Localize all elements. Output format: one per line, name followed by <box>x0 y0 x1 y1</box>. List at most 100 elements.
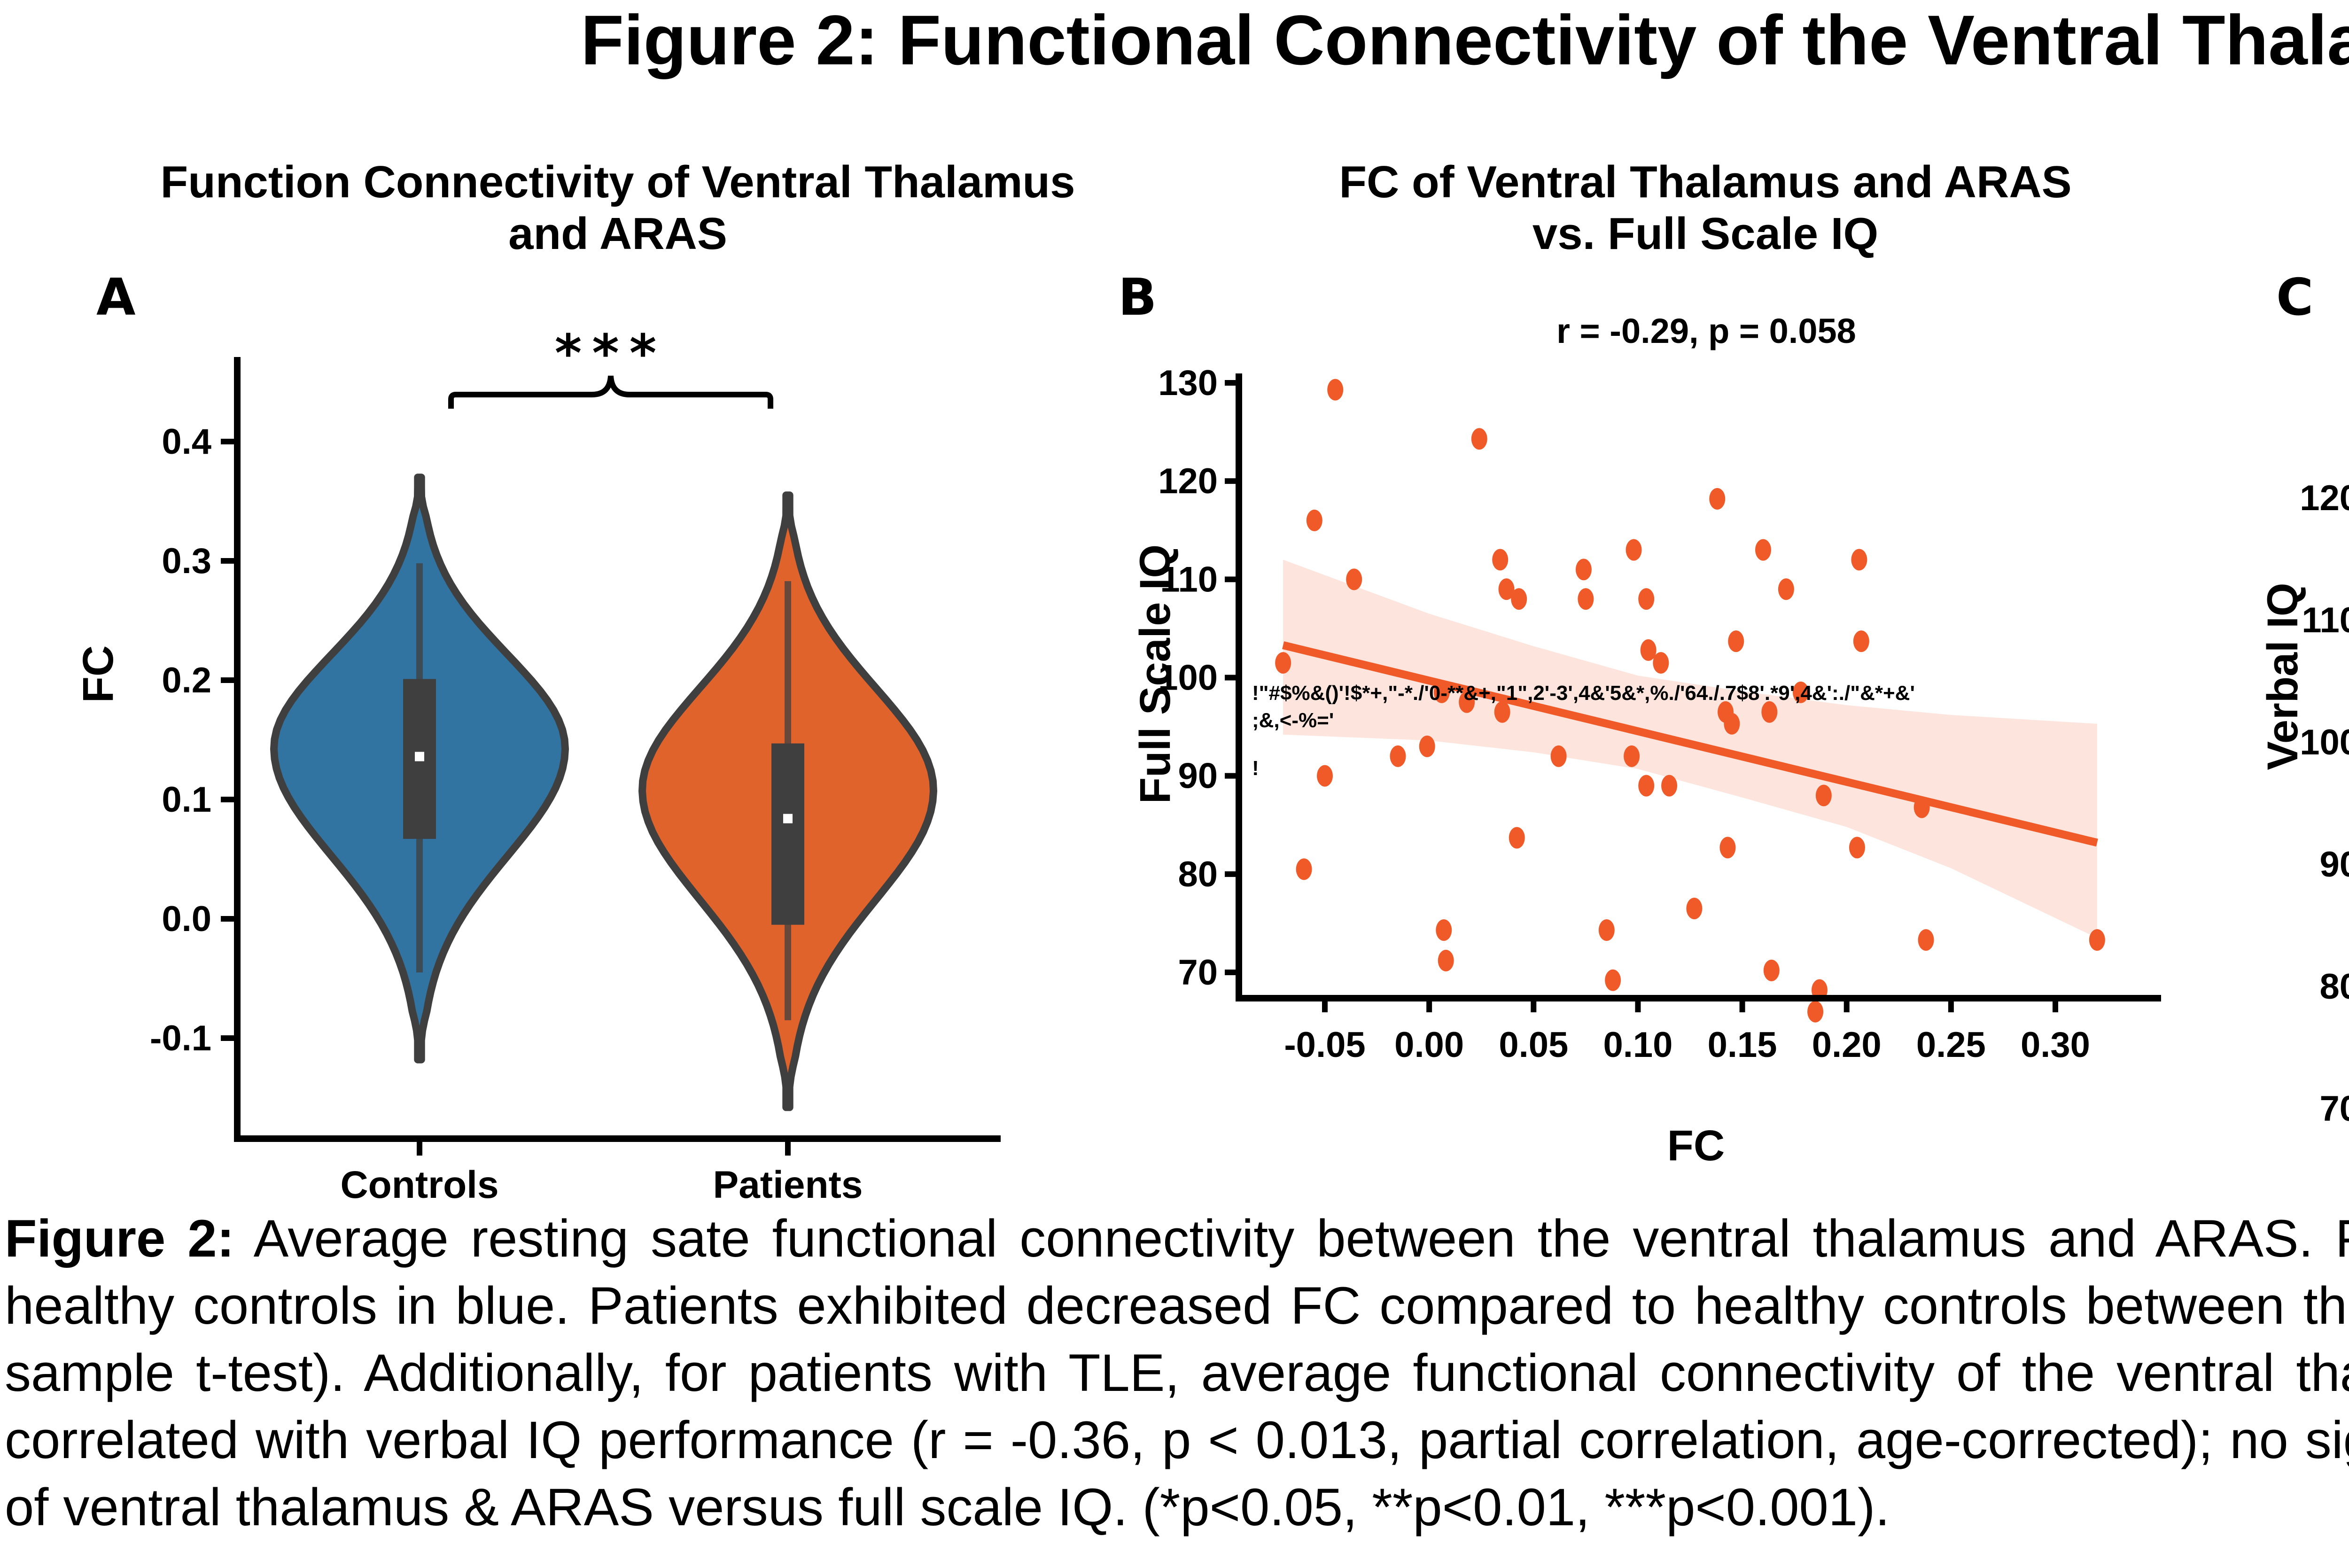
figure-canvas: Function Connectivity of Ventral Thalamu… <box>74 157 2349 1203</box>
y-tick-label: 0.4 <box>162 422 211 462</box>
panel-a-axes: -0.1 0.0 0.1 0.2 0.3 0.4 Controls Patients <box>150 357 1001 1203</box>
panel-b-text-artifact-line1: !"#$%&()'!$*+,"-*./'0-**&+,"1",2'-3',4&'… <box>1252 682 1915 705</box>
x-tick-label: 0.05 <box>1499 1025 1568 1065</box>
data-point <box>1709 488 1726 510</box>
data-point <box>1853 630 1869 652</box>
data-point <box>1419 735 1435 757</box>
panel-a-title-line2: and ARAS <box>508 209 727 259</box>
data-point <box>1492 549 1509 571</box>
data-point <box>1815 784 1832 807</box>
data-point <box>1317 765 1333 787</box>
panel-c-plot-area: 7080901001101200.00.10.20.3 <box>2300 478 2349 1129</box>
data-point <box>1605 969 1621 991</box>
y-tick-label: 80 <box>2319 967 2349 1007</box>
data-point <box>1598 919 1615 941</box>
panel-c-label: C <box>2276 268 2313 327</box>
x-tick-label: -0.05 <box>1284 1025 1365 1065</box>
y-tick-label: 0.3 <box>162 541 211 581</box>
figure-title-part1: Figure 2: Functional Connectivity of the… <box>581 0 2349 79</box>
panel-b-scatter-chart: FC of Ventral Thalamus and ARAS vs. Full… <box>1118 157 2161 1170</box>
panel-c-y-axis-label: Verbal IQ <box>2259 583 2307 770</box>
panel-a-significance-bracket: *** <box>448 323 773 409</box>
data-point <box>1296 858 1312 880</box>
caption-label: Figure 2: <box>5 1209 234 1268</box>
y-tick-label: 90 <box>1178 756 1218 796</box>
figure-caption: Figure 2: Average resting sate functiona… <box>5 1205 2349 1541</box>
panel-b-y-axis-label: Full Scale IQ <box>1131 544 1179 804</box>
data-point <box>1438 949 1454 971</box>
data-point <box>1755 539 1771 561</box>
panel-b-x-axis-label: FC <box>1667 1122 1725 1170</box>
iqr-box-patients <box>771 743 804 925</box>
panel-b-label: B <box>1118 268 1157 327</box>
data-point <box>1851 549 1867 571</box>
data-point <box>1761 701 1778 723</box>
panel-b-text-artifact-line3: ! <box>1252 757 1259 780</box>
y-tick-label: 90 <box>2319 845 2349 885</box>
panel-b-title-line1: FC of Ventral Thalamus and ARAS <box>1339 157 2071 207</box>
y-tick-label: 130 <box>1158 363 1218 403</box>
panel-b-text-artifact-line2: ;&,<-%=' <box>1252 709 1334 732</box>
y-tick-label: 100 <box>1158 658 1218 698</box>
data-point <box>1807 1001 1824 1023</box>
data-point <box>1686 898 1703 920</box>
data-point <box>1638 775 1655 797</box>
y-tick-label: -0.1 <box>150 1018 211 1058</box>
data-point <box>1640 639 1657 661</box>
confidence-band <box>1283 559 2097 938</box>
panel-a-violins <box>270 474 937 1111</box>
x-tick-label: 0.10 <box>1603 1025 1672 1065</box>
regression-line <box>1282 641 2098 847</box>
data-point <box>1275 652 1291 674</box>
significance-stars: *** <box>555 323 667 383</box>
panel-a-title-line1: Function Connectivity of Ventral Thalamu… <box>161 157 1075 207</box>
data-point <box>1327 379 1344 401</box>
data-point <box>1494 701 1510 723</box>
data-point <box>1719 837 1736 859</box>
panel-b-title-line2: vs. Full Scale IQ <box>1532 209 1878 259</box>
data-point <box>1346 568 1362 590</box>
data-point <box>1778 578 1794 600</box>
median-marker-controls <box>415 752 424 761</box>
figure-title: Figure 2: Functional Connectivity of the… <box>0 0 2349 80</box>
data-point <box>1638 588 1655 610</box>
panel-a-violin-chart: Function Connectivity of Ventral Thalamu… <box>74 157 1075 1203</box>
data-point <box>1390 745 1406 767</box>
y-tick-label: 0.0 <box>162 899 211 939</box>
data-point <box>1511 588 1527 610</box>
data-point <box>1498 578 1515 600</box>
y-tick-label: 0.2 <box>162 660 211 700</box>
x-tick-label: 0.25 <box>1916 1025 1986 1065</box>
data-point <box>1578 588 1594 610</box>
y-tick-label: 110 <box>2302 600 2349 640</box>
data-point <box>1849 837 1865 859</box>
data-point <box>1626 539 1642 561</box>
y-tick-label: 110 <box>1160 559 1218 599</box>
x-tick-label: 0.00 <box>1394 1025 1464 1065</box>
data-point <box>1918 929 1934 951</box>
data-point <box>1550 745 1567 767</box>
data-point <box>1724 713 1740 735</box>
x-tick-label: 0.15 <box>1708 1025 1777 1065</box>
panel-c-scatter-chart: FC of Ventral Thalamus and ARAS vs. Verb… <box>2259 268 2349 1129</box>
median-marker-patients <box>783 814 793 823</box>
panel-b-plot-area: 70 80 90 100 110 120 130 -0.05 0.00 0.05 0.10 0.15 0… <box>1158 363 2161 1065</box>
y-tick-label: 100 <box>2300 722 2349 762</box>
caption-text: Average resting sate functional connecti… <box>5 1209 2349 1537</box>
x-tick-label: 0.20 <box>1812 1025 1882 1065</box>
data-point <box>1792 681 1809 703</box>
y-tick-label: 120 <box>2300 478 2349 518</box>
x-tick-label: 0.30 <box>2021 1025 2090 1065</box>
x-tick-label-patients: Patients <box>713 1164 863 1203</box>
data-point <box>1661 775 1678 797</box>
y-tick-label: 70 <box>2319 1089 2349 1129</box>
x-tick-label-controls: Controls <box>340 1164 498 1203</box>
panel-a-y-axis-label: FC <box>74 645 122 703</box>
data-point <box>1575 559 1592 581</box>
data-point <box>1763 959 1780 981</box>
data-point <box>2089 929 2105 951</box>
data-point <box>1471 428 1487 450</box>
data-point <box>1728 630 1744 652</box>
data-point <box>1459 691 1475 713</box>
y-tick-label: 80 <box>1178 854 1218 894</box>
